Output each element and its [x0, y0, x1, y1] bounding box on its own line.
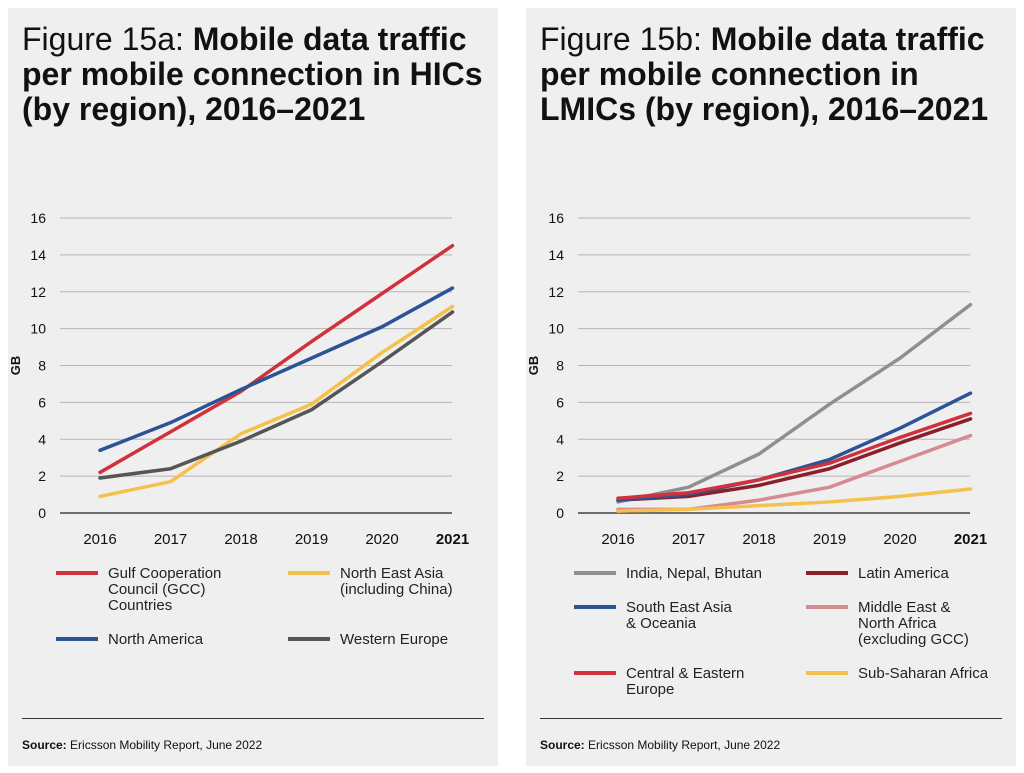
x-tick-label: 2021	[436, 531, 469, 548]
y-axis-label: GB	[526, 356, 541, 376]
x-tick-label: 2017	[672, 531, 705, 548]
series-line	[616, 302, 973, 504]
legend-label: Latin America	[858, 565, 950, 582]
divider-line	[22, 718, 484, 719]
x-tick-label: 2018	[742, 531, 775, 548]
title-text: Mobile data traffic per mobile connectio…	[540, 21, 989, 127]
legend-label: Middle East &	[858, 599, 951, 616]
y-tick-label: 6	[38, 394, 46, 410]
x-tick-label: 2019	[295, 531, 328, 548]
y-tick-label: 14	[30, 247, 46, 263]
chart-panel-hics: Figure 15a: Mobile data traffic per mobi…	[8, 8, 498, 766]
chart-title: Figure 15b: Mobile data traffic per mobi…	[540, 22, 1010, 127]
legend-label: (excluding GCC)	[858, 631, 969, 648]
x-tick-label: 2016	[601, 531, 634, 548]
legend-label: North Africa	[858, 615, 937, 632]
y-tick-label: 16	[30, 210, 46, 226]
source-text: Ericsson Mobility Report, June 2022	[588, 738, 781, 752]
series-line	[616, 411, 973, 500]
chart-panel-lmics: Figure 15b: Mobile data traffic per mobi…	[526, 8, 1016, 766]
source-note: Source: Ericsson Mobility Report, June 2…	[540, 738, 780, 752]
legend-label: Central & Eastern	[626, 665, 744, 682]
source-label: Source:	[540, 738, 585, 752]
y-tick-label: 4	[38, 431, 46, 447]
x-tick-label: 2021	[954, 531, 987, 548]
y-tick-label: 0	[38, 505, 46, 521]
y-tick-label: 2	[38, 468, 46, 484]
x-tick-label: 2020	[883, 531, 916, 548]
y-tick-label: 8	[556, 358, 564, 374]
legend-label: Gulf Cooperation	[108, 565, 221, 582]
chart-title: Figure 15a: Mobile data traffic per mobi…	[22, 22, 492, 127]
title-text: Mobile data traffic per mobile connectio…	[22, 21, 483, 127]
x-tick-label: 2019	[813, 531, 846, 548]
legend-label: & Oceania	[626, 615, 697, 632]
source-text: Ericsson Mobility Report, June 2022	[70, 738, 263, 752]
line-chart-lmics: 0 2 4 6 8 10 12 14 16 GB 2016 2017 2018 2019 2020 2021	[526, 210, 987, 548]
x-tick-label: 2018	[224, 531, 257, 548]
legend-label: Countries	[108, 597, 172, 614]
series-line	[616, 391, 973, 502]
x-tick-label: 2020	[365, 531, 398, 548]
legend-lmics: India, Nepal, Bhutan Latin America South E…	[574, 565, 989, 698]
series-line	[98, 304, 455, 499]
y-tick-label: 6	[556, 394, 564, 410]
y-tick-label: 8	[38, 358, 46, 374]
y-tick-label: 16	[548, 210, 564, 226]
y-tick-label: 4	[556, 431, 564, 447]
series-line	[98, 243, 455, 475]
figure-label: Figure 15b:	[540, 21, 702, 57]
y-tick-label: 2	[556, 468, 564, 484]
legend-label: North America	[108, 631, 204, 648]
series-line	[616, 487, 973, 513]
y-tick-label: 12	[30, 284, 46, 300]
legend-label: Europe	[626, 681, 674, 698]
series-line	[98, 286, 455, 453]
x-tick-label: 2017	[154, 531, 187, 548]
legend-label: North East Asia	[340, 565, 444, 582]
line-chart-hics: 0 2 4 6 8 10 12 14 16 GB 2016 2017 2018 2019 2020 2021	[8, 210, 469, 548]
divider-line	[540, 718, 1002, 719]
y-axis-label: GB	[8, 356, 23, 376]
legend-label: Western Europe	[340, 631, 448, 648]
y-tick-label: 0	[556, 505, 564, 521]
source-note: Source: Ericsson Mobility Report, June 2…	[22, 738, 262, 752]
legend-label: Council (GCC)	[108, 581, 206, 598]
series-line	[98, 310, 455, 480]
source-label: Source:	[22, 738, 67, 752]
y-tick-label: 14	[548, 247, 564, 263]
legend-label: South East Asia	[626, 599, 733, 616]
legend-label: India, Nepal, Bhutan	[626, 565, 762, 582]
y-tick-label: 10	[548, 321, 564, 337]
figure-label: Figure 15a:	[22, 21, 184, 57]
y-tick-label: 10	[30, 321, 46, 337]
legend-label: (including China)	[340, 581, 453, 598]
y-tick-label: 12	[548, 284, 564, 300]
legend-label: Sub-Saharan Africa	[858, 665, 989, 682]
x-tick-label: 2016	[83, 531, 116, 548]
